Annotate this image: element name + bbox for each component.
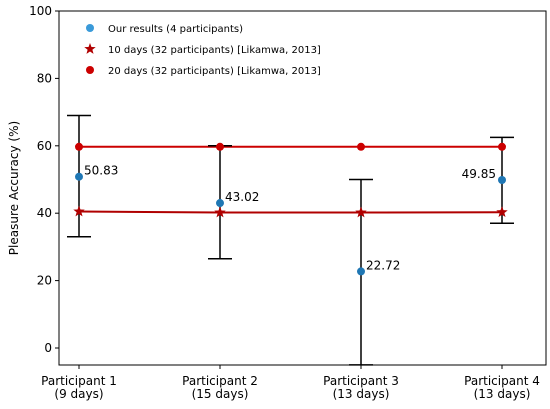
point-20-days [498,142,506,151]
x-tick-label: Participant 3 (13 days) [323,374,399,401]
y-axis: 0 20 40 60 80 100 [29,4,59,355]
legend-marker-our-results [86,24,94,32]
legend: Our results (4 participants) 10 days (32 … [84,24,321,77]
x-tick-label: Participant 1 (9 days) [41,374,117,401]
legend-marker-20-days [86,66,94,74]
legend-label: 20 days (32 participants) [Likamwa, 2013… [108,66,321,77]
legend-label: Our results (4 participants) [108,24,243,35]
x-tick-label: Participant 2 (15 days) [182,374,258,401]
y-tick-label: 100 [29,4,52,18]
legend-marker-10-days [84,43,96,54]
y-tick-label: 60 [37,139,52,153]
y-tick-label: 40 [37,206,52,220]
line-10-days [78,210,503,214]
data-label: 43.02 [225,190,259,204]
plot-area-frame [58,10,547,366]
point-10-days [73,205,85,217]
x-axis: Participant 1 (9 days) Participant 2 (15 da… [41,365,540,401]
data-label: 22.72 [366,258,400,272]
point-10-days [214,206,226,218]
y-tick-label: 80 [37,71,52,85]
x-tick-label: Participant 4 (13 days) [464,374,540,401]
point-our-results [357,267,365,276]
point-our-results [216,199,224,208]
y-axis-label: Pleasure Accuracy (%) [7,121,21,255]
markers [73,142,508,276]
point-20-days [357,142,365,151]
point-our-results [498,176,506,185]
y-tick-label: 0 [44,341,52,355]
data-labels: 50.83 43.02 22.72 49.85 [84,164,496,273]
point-10-days [496,206,508,218]
legend-label: 10 days (32 participants) [Likamwa, 2013… [108,45,321,56]
point-10-days [355,206,367,218]
point-20-days [75,142,83,151]
data-label: 50.83 [84,164,118,178]
data-label: 49.85 [462,167,496,181]
point-our-results [75,172,83,181]
y-tick-label: 20 [37,274,52,288]
reference-lines [78,145,503,214]
point-20-days [216,142,224,151]
error-bars [67,114,514,366]
